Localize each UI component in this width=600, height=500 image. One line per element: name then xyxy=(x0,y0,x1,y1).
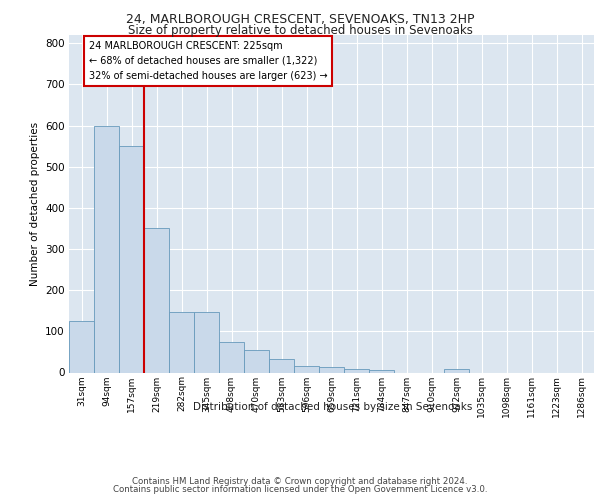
Bar xyxy=(219,342,244,372)
Bar xyxy=(444,369,469,372)
Bar xyxy=(344,369,369,372)
Text: Contains HM Land Registry data © Crown copyright and database right 2024.: Contains HM Land Registry data © Crown c… xyxy=(132,477,468,486)
Bar xyxy=(144,228,169,372)
Bar xyxy=(369,370,394,372)
Bar xyxy=(244,350,269,372)
Bar xyxy=(69,321,94,372)
Y-axis label: Number of detached properties: Number of detached properties xyxy=(29,122,40,286)
Bar xyxy=(119,146,144,372)
Bar xyxy=(319,367,344,372)
Text: 24 MARLBOROUGH CRESCENT: 225sqm
← 68% of detached houses are smaller (1,322)
32%: 24 MARLBOROUGH CRESCENT: 225sqm ← 68% of… xyxy=(89,41,328,81)
Bar xyxy=(94,126,119,372)
Text: Contains public sector information licensed under the Open Government Licence v3: Contains public sector information licen… xyxy=(113,484,487,494)
Text: Distribution of detached houses by size in Sevenoaks: Distribution of detached houses by size … xyxy=(193,402,473,412)
Bar xyxy=(169,312,194,372)
Text: Size of property relative to detached houses in Sevenoaks: Size of property relative to detached ho… xyxy=(128,24,472,37)
Text: 24, MARLBOROUGH CRESCENT, SEVENOAKS, TN13 2HP: 24, MARLBOROUGH CRESCENT, SEVENOAKS, TN1… xyxy=(126,12,474,26)
Bar xyxy=(294,366,319,372)
Bar xyxy=(269,360,294,372)
Bar xyxy=(194,312,219,372)
